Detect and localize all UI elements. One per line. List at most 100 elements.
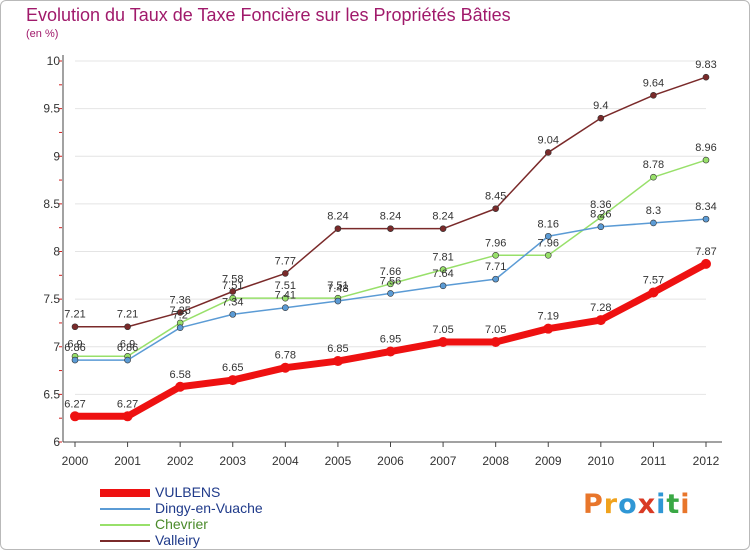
data-point xyxy=(229,294,237,302)
chart-title: Evolution du Taux de Taxe Foncière sur l… xyxy=(26,5,511,25)
x-tick-label: 2005 xyxy=(325,454,352,468)
data-label: 7.51 xyxy=(222,280,243,292)
data-label: 8.24 xyxy=(432,211,453,223)
data-point xyxy=(439,282,447,290)
x-tick-label: 2004 xyxy=(272,454,299,468)
unit-label: (en %) xyxy=(26,28,59,40)
logo-letter: t xyxy=(666,489,681,520)
data-label: 6.78 xyxy=(275,350,296,362)
data-point xyxy=(332,356,343,367)
data-label: 7.28 xyxy=(590,302,611,314)
data-label: 7.56 xyxy=(380,275,401,287)
grid-layer xyxy=(75,60,706,443)
data-point xyxy=(492,205,499,212)
y-tick-label: 8.5 xyxy=(43,197,60,211)
data-label: 7.66 xyxy=(380,266,401,278)
y-tick-label: 6 xyxy=(53,435,60,449)
data-label: 7.34 xyxy=(222,296,243,308)
data-label: 6.9 xyxy=(120,338,135,350)
data-point xyxy=(439,266,447,273)
data-point xyxy=(282,304,289,311)
data-point xyxy=(387,225,394,232)
data-label: 7.58 xyxy=(222,274,243,286)
data-point xyxy=(175,381,186,392)
data-point xyxy=(71,356,79,364)
data-point xyxy=(702,156,710,164)
legend-label: Valleiry xyxy=(155,532,200,548)
y-tick-label: 8 xyxy=(53,245,60,259)
data-label: 7.25 xyxy=(169,305,190,317)
data-point xyxy=(385,346,396,357)
data-label: 8.24 xyxy=(327,211,348,223)
data-point xyxy=(702,73,710,81)
logo-letter: x xyxy=(637,489,657,520)
data-point xyxy=(124,323,131,331)
data-label: 6.27 xyxy=(117,398,138,410)
data-label: 9.83 xyxy=(695,59,716,71)
data-label: 6.27 xyxy=(64,398,85,410)
data-point xyxy=(124,356,131,364)
x-tick-label: 2010 xyxy=(587,454,614,468)
data-point xyxy=(490,336,501,347)
data-point xyxy=(176,309,184,316)
data-label: 6.86 xyxy=(117,342,138,354)
data-point xyxy=(544,149,552,156)
data-label: 7.81 xyxy=(432,252,453,264)
data-point xyxy=(122,411,133,422)
data-label: 8.3 xyxy=(646,205,661,217)
series-layer xyxy=(70,73,711,422)
data-point xyxy=(650,219,657,227)
data-label: 7.19 xyxy=(538,311,559,323)
data-point xyxy=(597,213,605,221)
legend-label: Dingy-en-Vuache xyxy=(155,500,263,516)
data-point xyxy=(650,173,657,181)
data-label: 8.36 xyxy=(590,199,611,211)
data-label: 7.05 xyxy=(432,324,453,336)
data-point xyxy=(492,275,499,283)
legend-label: VULBENS xyxy=(155,484,221,500)
data-label: 7.96 xyxy=(538,237,559,249)
series-line-chevrier xyxy=(74,159,707,358)
data-label: 7.21 xyxy=(117,309,138,321)
data-label: 7.36 xyxy=(169,294,190,306)
x-tick-label: 2007 xyxy=(430,454,457,468)
data-point xyxy=(701,258,711,269)
y-tick-label: 9 xyxy=(53,149,60,163)
x-tick-label: 2000 xyxy=(62,454,89,468)
data-label: 7.77 xyxy=(275,255,296,267)
data-label: 8.16 xyxy=(538,218,559,230)
data-label: 7.87 xyxy=(695,246,716,258)
x-tick-label: 2002 xyxy=(167,454,194,468)
data-label: 7.64 xyxy=(432,268,453,280)
data-point xyxy=(544,232,552,240)
data-point xyxy=(387,290,394,297)
data-point xyxy=(650,91,657,99)
data-label: 6.95 xyxy=(380,334,401,346)
data-point xyxy=(71,323,79,331)
data-label: 6.65 xyxy=(222,362,243,374)
x-tick-label: 2012 xyxy=(693,454,720,468)
y-tick-label: 7.5 xyxy=(43,292,60,306)
y-tick-label: 6.5 xyxy=(43,387,60,401)
data-point xyxy=(176,324,184,332)
data-label: 8.34 xyxy=(695,201,716,213)
legend-swatch xyxy=(100,508,150,510)
data-point xyxy=(70,411,80,422)
data-label: 7.48 xyxy=(327,283,348,295)
legend-label: Chevrier xyxy=(155,516,208,532)
data-point xyxy=(597,114,605,122)
data-point xyxy=(544,252,552,259)
logo-letter: i xyxy=(680,489,691,520)
logo-letter: r xyxy=(603,489,619,520)
data-point xyxy=(229,311,237,318)
data-label: 9.64 xyxy=(643,77,664,89)
data-label: 8.24 xyxy=(380,211,401,223)
data-label: 6.58 xyxy=(169,369,190,381)
logo-letter: P xyxy=(583,489,604,520)
data-label: 7.51 xyxy=(275,280,296,292)
data-label: 9.4 xyxy=(593,100,608,112)
data-label: 8.96 xyxy=(695,142,716,154)
data-point xyxy=(648,287,659,298)
